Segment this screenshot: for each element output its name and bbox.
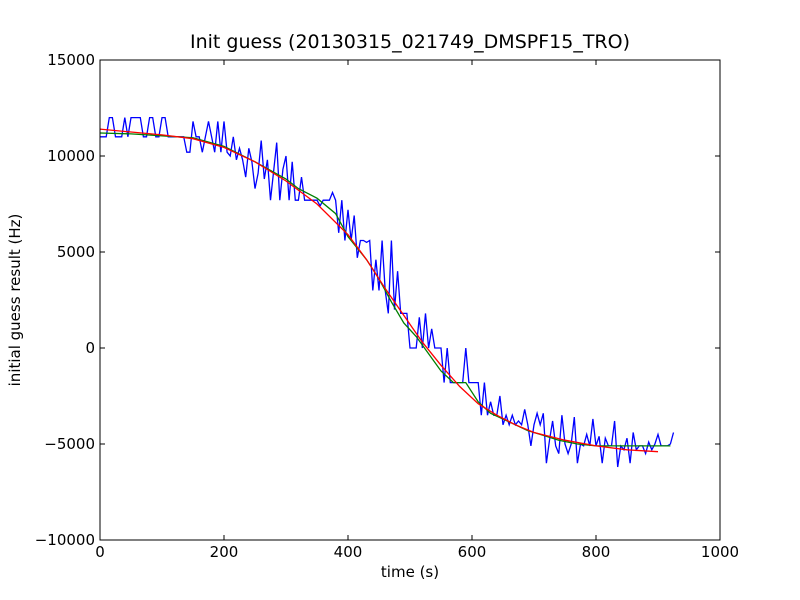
- x-axis-label: time (s): [381, 563, 439, 581]
- x-tick-label: 600: [458, 543, 487, 561]
- series-line-3: [99, 128, 659, 453]
- x-tick-label: 800: [582, 543, 611, 561]
- y-tick-label: −10000: [35, 531, 95, 549]
- x-tick-label: 0: [95, 543, 105, 561]
- y-tick-label: 0: [85, 339, 95, 357]
- y-tick-label: 15000: [47, 51, 95, 69]
- y-tick-label: 5000: [57, 243, 95, 261]
- y-axis-label: initial guess result (Hz): [6, 214, 24, 387]
- y-tick-label: 10000: [47, 147, 95, 165]
- x-axis: 0 200 400 600 800 1000: [95, 60, 739, 561]
- x-tick-label: 200: [210, 543, 239, 561]
- x-tick-label: 1000: [701, 543, 739, 561]
- series-layer: [99, 116, 675, 468]
- x-tick-label: 400: [334, 543, 363, 561]
- y-axis: −10000 −5000 0 5000 10000 15000: [35, 51, 720, 549]
- plot-frame: [99, 59, 721, 541]
- chart-title: Init guess (20130315_021749_DMSPF15_TRO): [190, 31, 630, 53]
- plot-area: [100, 60, 720, 540]
- y-tick-label: −5000: [44, 435, 95, 453]
- series-line-1: [100, 116, 675, 468]
